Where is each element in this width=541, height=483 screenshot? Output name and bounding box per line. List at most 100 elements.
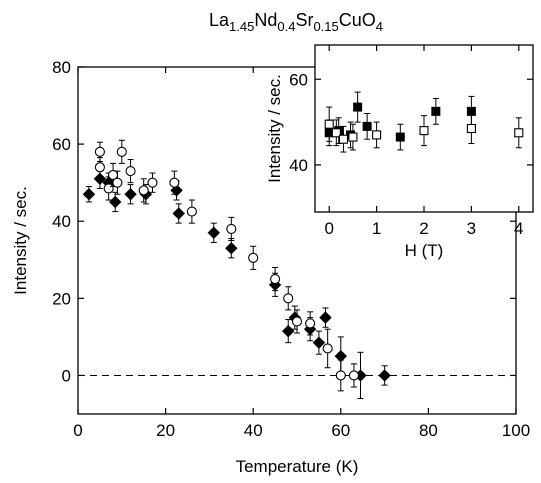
point-marker <box>378 369 391 382</box>
point-marker <box>103 183 114 194</box>
title-subscript: 0.4 <box>277 19 295 34</box>
data-point <box>186 199 197 224</box>
point-marker <box>291 316 303 327</box>
chart-title: La1.45Nd0.4Sr0.15CuO4 <box>209 10 383 34</box>
data-point <box>348 363 359 388</box>
y-tick-label: 0 <box>62 366 71 385</box>
data-point <box>270 266 281 292</box>
y-axis-label: Intensity / sec. <box>11 186 30 295</box>
y-tick-label: 80 <box>52 58 71 77</box>
series-1 <box>324 106 524 153</box>
point-marker <box>125 166 136 177</box>
point-marker <box>362 121 372 131</box>
y-tick-label: 20 <box>52 289 71 308</box>
point-marker <box>109 195 122 209</box>
point-marker <box>338 134 348 144</box>
y-axis-label: Intensity / sec. <box>265 74 284 183</box>
x-tick-label: 1 <box>372 219 381 238</box>
data-point <box>82 186 96 203</box>
data-point <box>395 123 405 151</box>
title-part: CuO <box>339 10 376 30</box>
data-point <box>169 170 180 195</box>
point-marker <box>514 128 524 138</box>
data-point <box>248 245 259 270</box>
point-marker <box>116 146 127 157</box>
data-point <box>419 115 429 147</box>
point-marker <box>348 132 358 142</box>
point-marker <box>431 106 441 116</box>
data-point <box>378 365 391 386</box>
main-plot: 0 20 40 60 80 100 0 20 40 60 80 Temperature (K) Inte… <box>11 58 530 476</box>
point-marker <box>335 370 346 381</box>
title-subscript: 1.45 <box>229 19 254 34</box>
point-marker <box>331 128 341 138</box>
point-marker <box>466 123 476 134</box>
x-tick-label: 60 <box>331 421 350 440</box>
point-marker <box>395 132 405 142</box>
chart-title-text: La1.45Nd0.4Sr0.15CuO4 <box>209 10 383 34</box>
y-tick-label: 40 <box>52 212 71 231</box>
plot-frame <box>77 66 517 415</box>
point-marker <box>282 324 295 338</box>
data-point <box>283 286 294 311</box>
point-marker <box>305 318 316 329</box>
data-point <box>338 125 348 153</box>
point-marker <box>319 311 332 324</box>
data-point <box>291 309 303 334</box>
y-tick-label: 60 <box>289 70 308 89</box>
data-point <box>226 216 237 241</box>
x-axis-label: Temperature (K) <box>236 457 359 476</box>
data-point <box>312 330 326 355</box>
point-marker <box>207 226 220 239</box>
x-tick-label: 20 <box>156 421 175 440</box>
data-point <box>282 319 295 344</box>
inset-plot: 0 1 2 3 4 40 60 H (T) Intensity / sec. <box>265 44 534 260</box>
series-1 <box>94 139 359 392</box>
x-tick-label: 80 <box>419 421 438 440</box>
point-marker <box>283 293 294 304</box>
data-point <box>112 170 123 195</box>
x-tick-label: 0 <box>73 421 82 440</box>
x-tick-label: 4 <box>514 219 523 238</box>
data-point <box>172 203 185 224</box>
point-marker <box>419 126 429 136</box>
point-marker <box>225 242 238 255</box>
title-part: Sr <box>295 10 313 30</box>
data-point <box>124 184 137 205</box>
title-subscript: 4 <box>376 19 383 34</box>
point-marker <box>353 102 363 112</box>
point-marker <box>172 207 185 220</box>
data-point <box>353 91 363 123</box>
data-point <box>335 359 346 392</box>
x-tick-label: 100 <box>502 421 530 440</box>
title-subscript: 0.15 <box>313 19 338 34</box>
point-marker <box>312 336 326 349</box>
data-point <box>305 311 316 336</box>
data-point <box>362 113 372 140</box>
point-marker <box>94 146 105 157</box>
data-point <box>331 119 341 147</box>
data-point <box>322 328 333 369</box>
data-point <box>116 139 127 164</box>
point-marker <box>324 119 334 129</box>
data-point <box>324 106 334 142</box>
data-point <box>348 123 358 151</box>
data-point <box>207 222 220 243</box>
data-point <box>147 172 158 193</box>
x-axis-label: H (T) <box>405 241 444 260</box>
x-tick-label: 40 <box>244 421 263 440</box>
point-marker <box>93 172 107 186</box>
point-marker <box>270 273 281 285</box>
data-point <box>372 121 382 149</box>
data-point <box>431 98 441 125</box>
point-marker <box>169 177 180 188</box>
data-point <box>319 307 332 328</box>
x-tick-label: 2 <box>419 219 428 238</box>
point-marker <box>138 185 149 196</box>
point-marker <box>94 162 105 173</box>
title-part: La <box>209 10 230 30</box>
point-marker <box>124 188 137 201</box>
y-tick-label: 60 <box>52 135 71 154</box>
x-tick-label: 3 <box>467 219 476 238</box>
